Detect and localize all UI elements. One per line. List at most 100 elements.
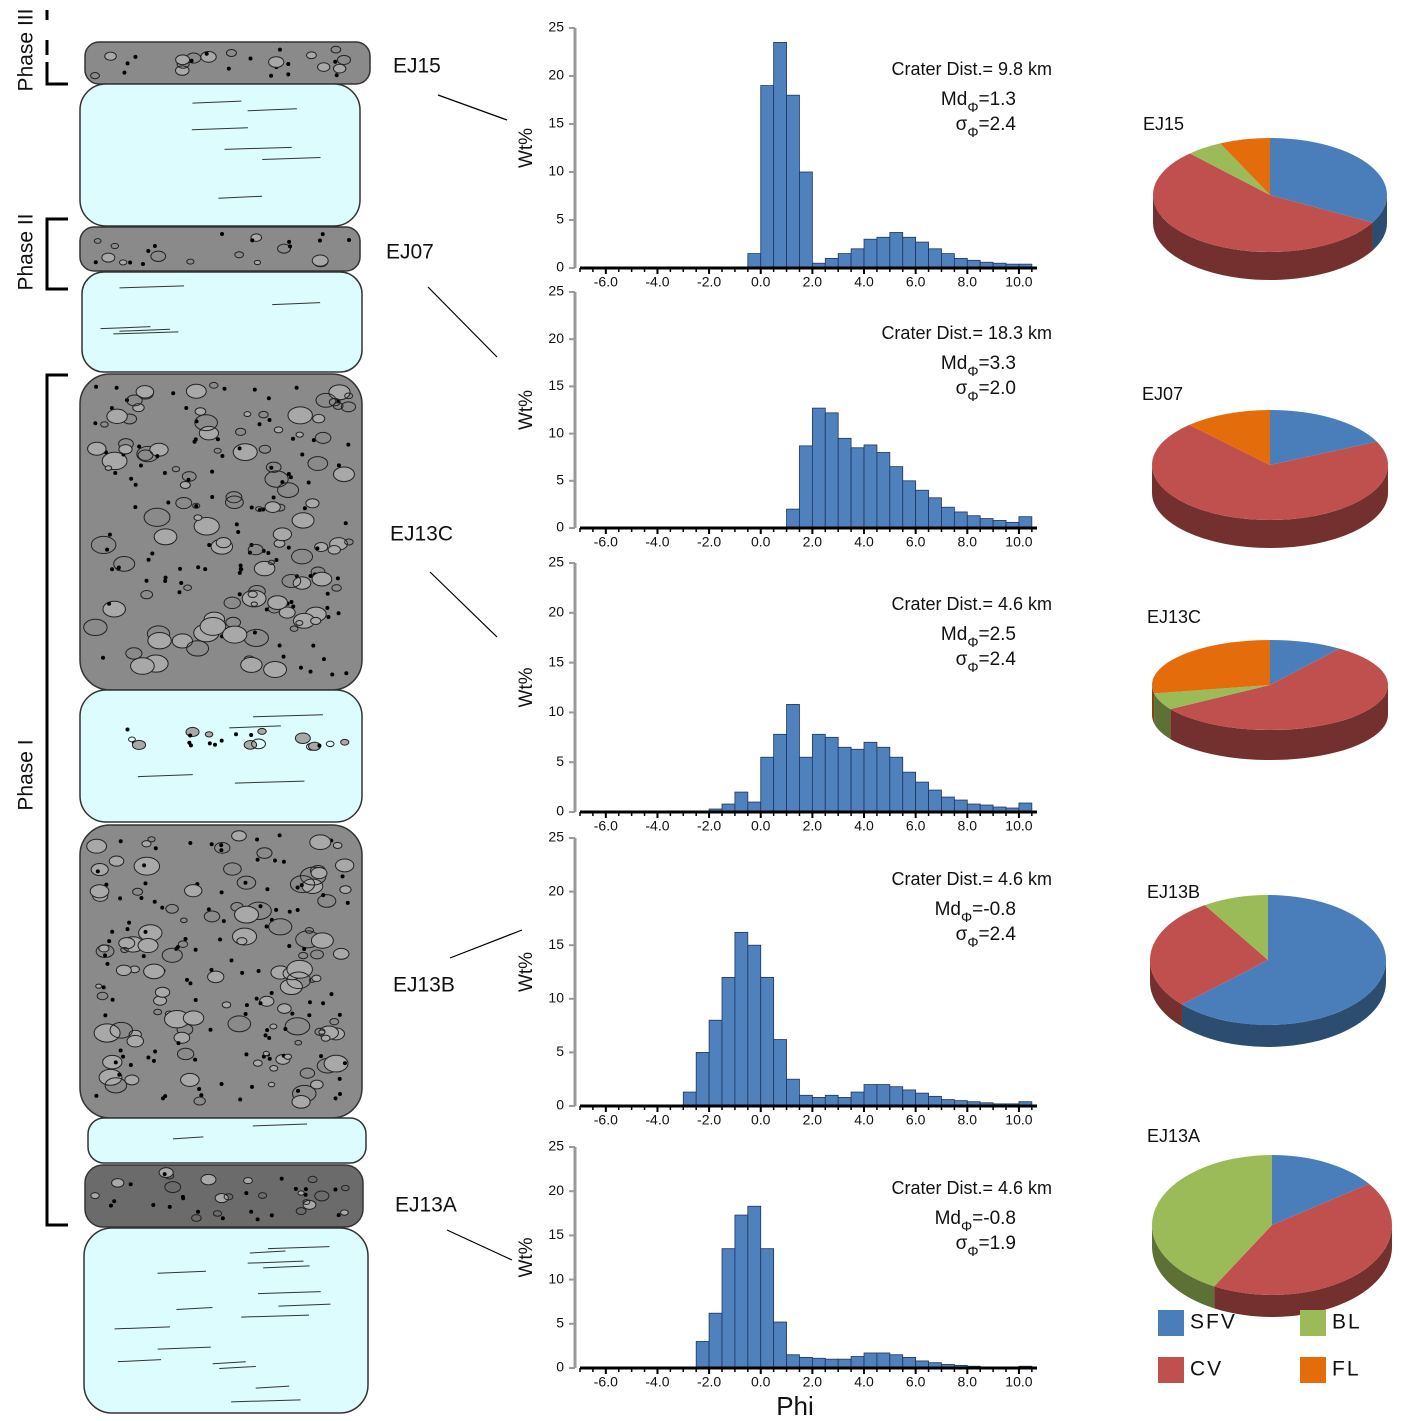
lamina [249,1250,286,1254]
bar [889,756,904,813]
annotation: σΦ=2.4 [956,649,1017,675]
grain [343,521,348,526]
grain [265,1028,270,1033]
bar [721,976,736,1107]
y-tick-label: 0 [556,1359,564,1375]
grain [303,1187,308,1192]
sample-label: EJ13B [393,974,455,997]
grain [249,1209,254,1214]
lamina [114,1326,170,1330]
grain [118,896,123,901]
pie-slice [1152,153,1373,253]
clast [223,596,241,610]
clast [267,559,275,566]
grain [155,454,160,459]
clast [330,45,342,54]
grain [188,981,193,986]
grain [337,1076,342,1081]
annotation-part: =3.3 [978,353,1016,374]
x-tick-label: -2.0 [697,818,721,834]
clast [171,465,181,473]
phase-label: Phase II [15,213,38,290]
x-tick-label: 2.0 [803,274,823,290]
lamina [253,714,323,718]
grain [183,937,188,942]
y-tick-label: 20 [548,67,564,83]
clast [213,447,222,454]
grain [210,494,215,499]
grain [125,61,130,66]
x-tick-label: -6.0 [594,1112,618,1128]
x-tick-label: 0.0 [751,274,771,290]
bar [734,931,749,1107]
annotation-part: Md [935,899,961,920]
sample-label: EJ13C [390,523,453,546]
grain [133,54,138,59]
bar [915,781,929,813]
bar [863,1352,878,1369]
lamina [255,1385,290,1389]
x-tick-label: 8.0 [958,274,978,290]
clast [186,258,195,265]
annotation-part: σ [956,924,968,945]
layer [81,271,363,373]
clast [194,414,218,432]
annotation-part: =-0.8 [972,1208,1016,1229]
x-tick-label: 8.0 [958,534,978,550]
y-axis-label: Wt% [516,952,537,992]
clast [124,1074,140,1086]
y-tick-label: 10 [548,990,564,1006]
clast [257,1192,268,1199]
clast [106,408,128,424]
grain [193,998,198,1003]
grain [248,56,253,61]
y-tick-label: 5 [556,753,564,769]
clast [310,867,328,880]
grain [287,944,292,949]
connector [446,1229,513,1261]
clast [332,947,350,960]
grain [255,837,260,842]
y-tick-label: 5 [556,472,564,488]
clast [314,431,332,444]
clast [193,516,220,536]
clast [214,841,231,854]
grain [188,733,193,738]
clast [223,1193,234,1201]
grain [288,244,293,249]
clast [310,1079,324,1090]
lamina [234,780,305,784]
grain [207,542,212,547]
y-tick-label: 25 [548,829,564,845]
clast [108,855,125,867]
bar [721,1248,736,1369]
clast [247,543,264,556]
grain [152,899,157,904]
annotation-part: =1.3 [978,89,1016,110]
clast [150,250,167,262]
grain [325,605,330,610]
grain [321,1001,326,1006]
grain [219,890,224,895]
grain [294,385,299,390]
bar [902,1356,917,1369]
grain [329,992,334,997]
grain [255,857,260,862]
clast [332,841,343,849]
clast [194,407,207,416]
bar [760,1248,775,1369]
clast [173,1031,191,1044]
annotation-part: =2.0 [978,378,1016,399]
clast [269,1023,278,1030]
bar [708,1019,723,1107]
bar [966,515,981,529]
grain [287,909,292,914]
clast [171,633,193,649]
legend-swatch [1300,1310,1326,1336]
x-tick-label: 8.0 [958,818,978,834]
grain [189,58,194,63]
pie-side [1170,685,1388,761]
clast [291,1094,311,1109]
grain [346,442,351,447]
y-tick-label: 15 [548,653,564,669]
